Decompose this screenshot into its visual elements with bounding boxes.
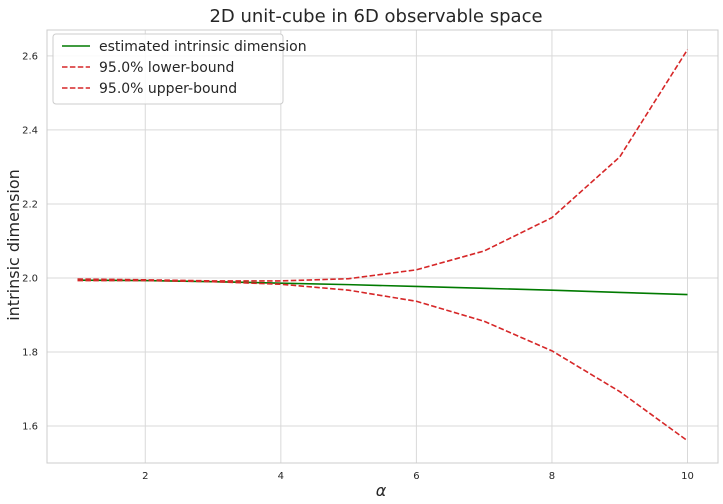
chart-title: 2D unit-cube in 6D observable space [209,6,542,27]
plot-area-frame [46,29,719,464]
series-line-95-0-upper-bound [77,49,689,282]
x-tick-label: 4 [278,471,284,482]
legend-label-estimated: estimated intrinsic dimension [99,39,307,55]
y-tick-label: 1.6 [22,421,38,432]
series-layer [77,49,689,442]
x-tick-label: 6 [413,471,419,482]
x-tick-label: 10 [681,471,694,482]
y-tick-label: 2.2 [22,199,38,210]
legend: estimated intrinsic dimension 95.0% lowe… [52,33,307,105]
legend-label-upper-bound: 95.0% upper-bound [99,81,237,97]
y-tick-label: 2.6 [22,51,38,62]
x-tick-label: 8 [549,471,555,482]
y-tick-label: 2.4 [22,125,38,136]
x-tick-label: 2 [142,471,148,482]
y-tick-label: 1.8 [22,347,38,358]
grid-lines [47,30,718,463]
y-tick-label: 2.0 [22,273,38,284]
legend-frame [52,33,284,105]
series-line-estimated-intrinsic-dimension [77,279,688,296]
legend-label-lower-bound: 95.0% lower-bound [99,60,234,76]
y-axis-label: intrinsic dimension [4,169,23,321]
x-axis-label: α [376,481,387,500]
series-line-95-0-lower-bound [77,279,688,442]
tick-labels: 2 4 6 8 10 1.6 1.8 2.0 2.2 2.4 2.6 [22,51,694,482]
